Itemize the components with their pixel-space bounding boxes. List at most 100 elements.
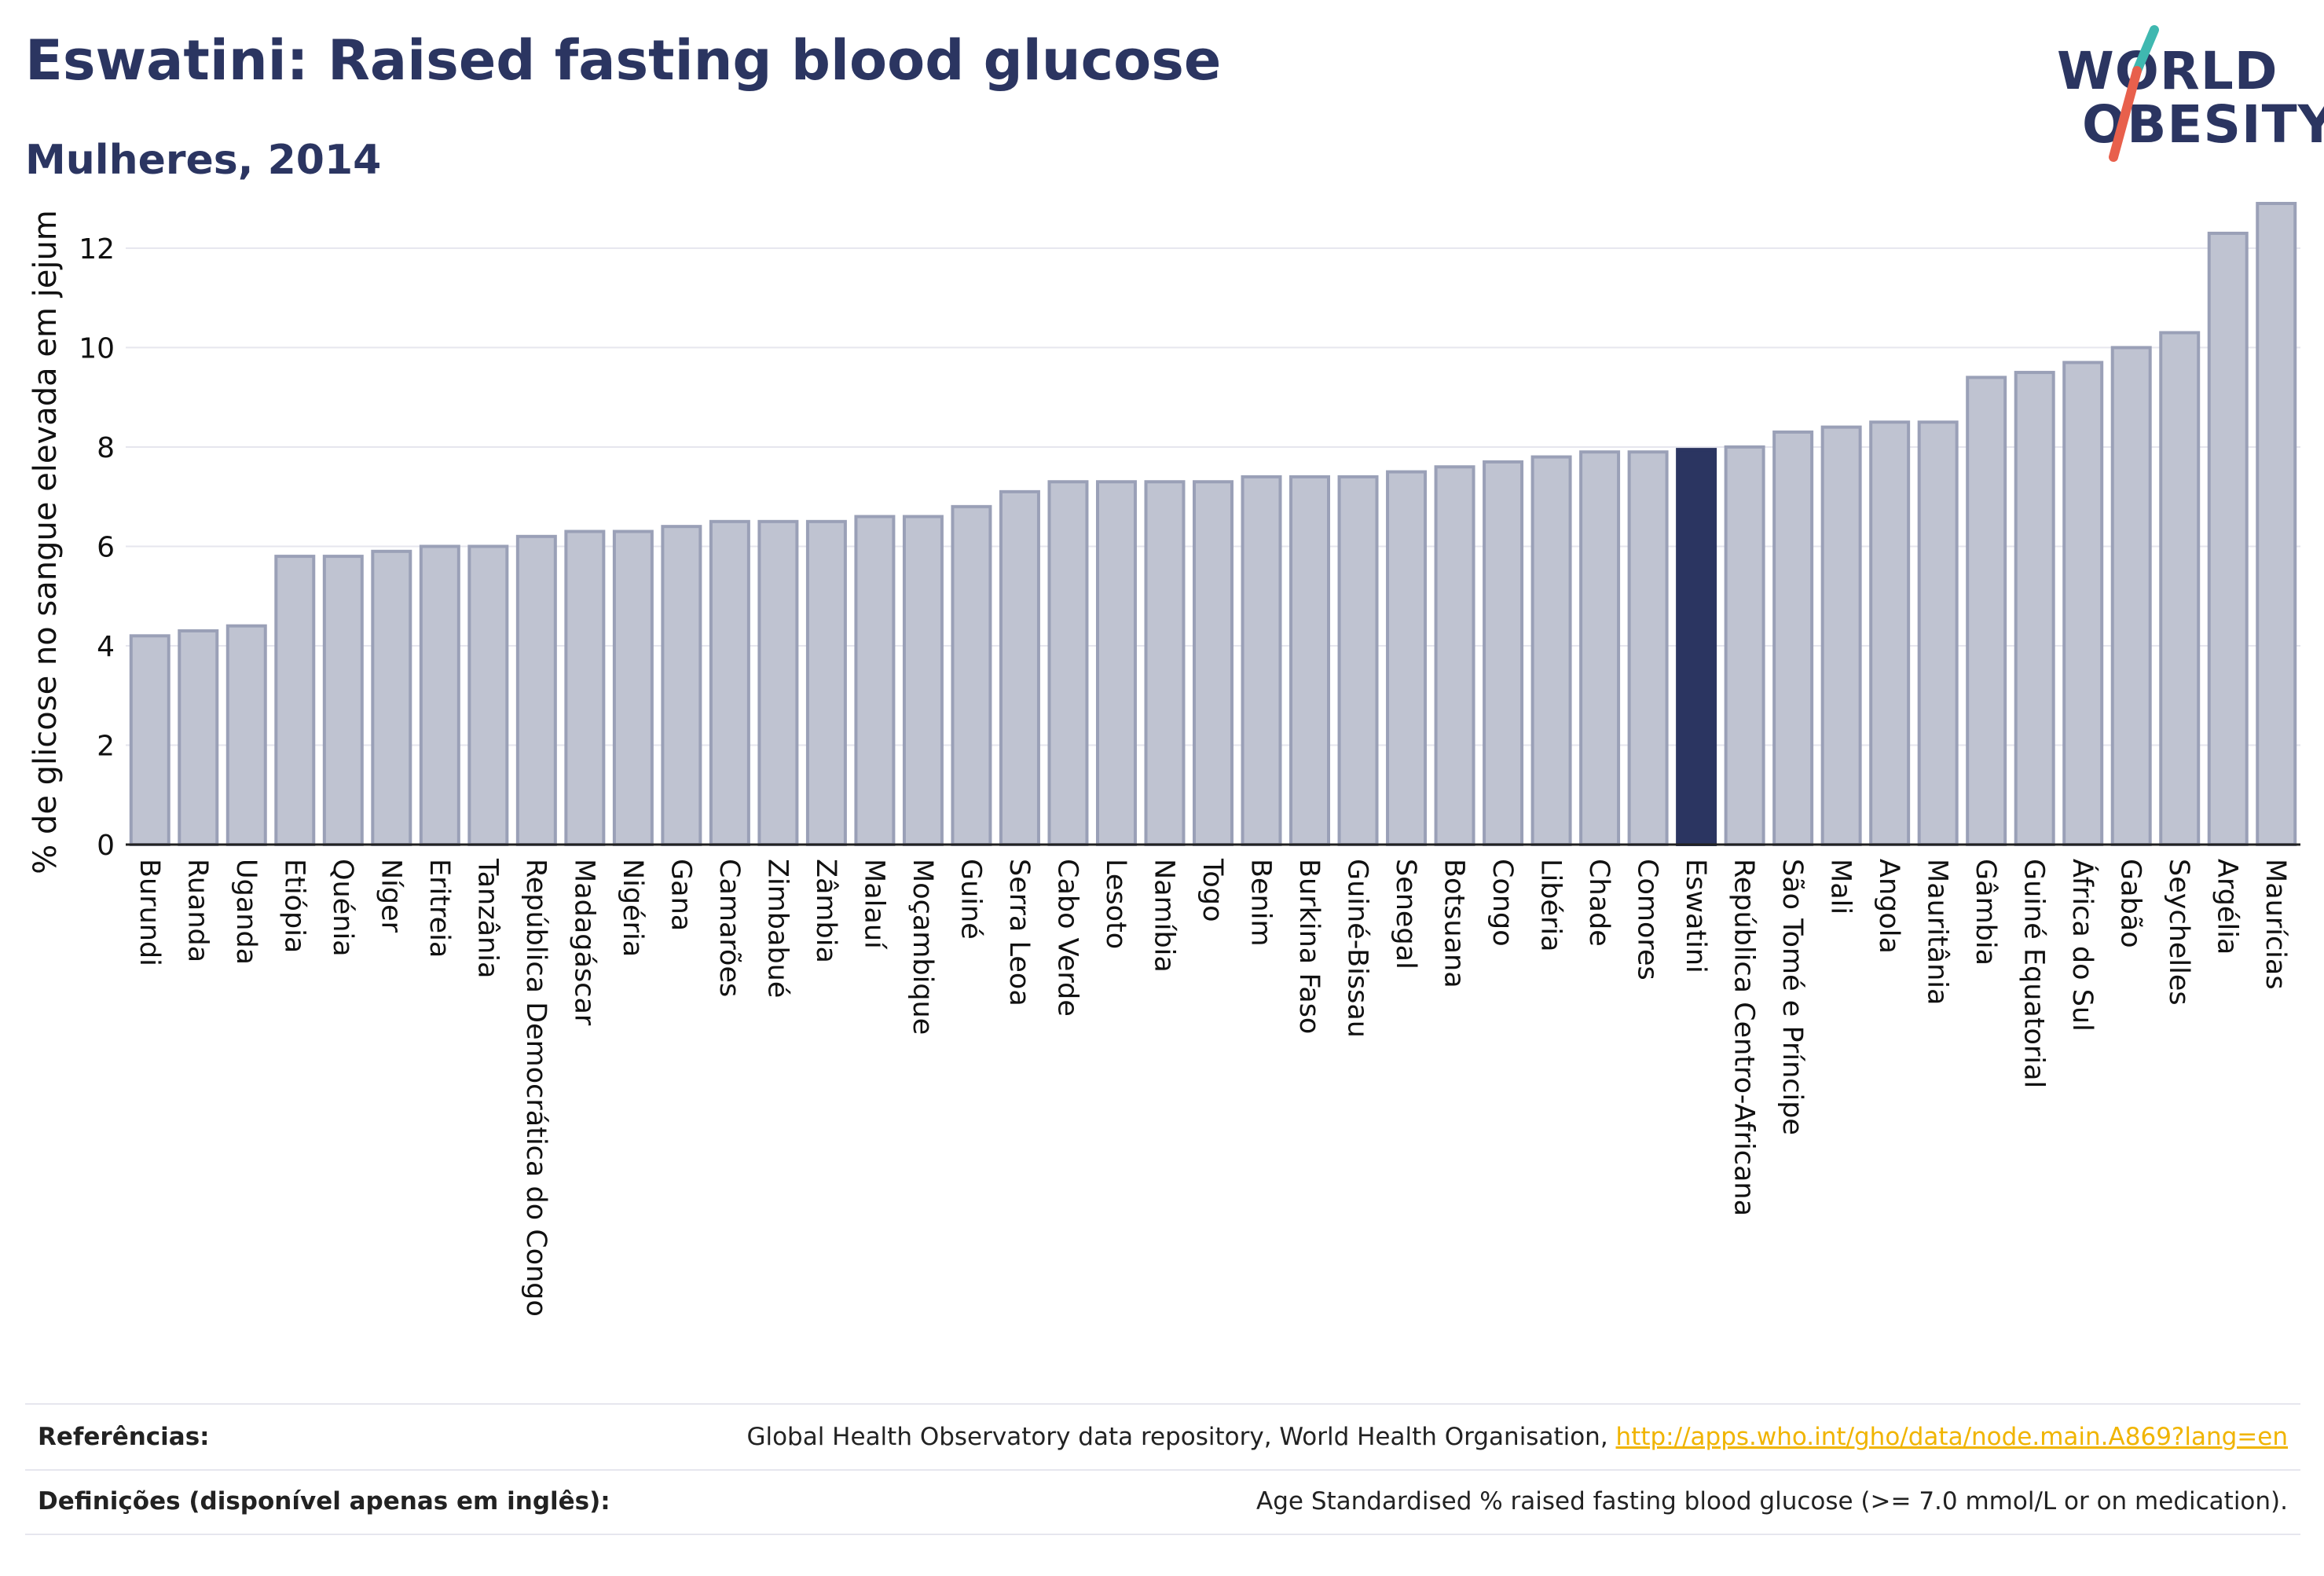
x-tick-label: Gana xyxy=(665,859,696,931)
bar xyxy=(1724,445,1765,846)
bar xyxy=(902,515,944,846)
bar xyxy=(1095,480,1137,846)
x-tick-label: Chade xyxy=(1583,859,1615,947)
bar xyxy=(951,504,992,846)
references-value: Global Health Observatory data repositor… xyxy=(746,1423,2300,1451)
bar xyxy=(1337,475,1379,846)
bar xyxy=(1869,420,1911,846)
bar xyxy=(1530,455,1572,846)
x-tick-label: Uganda xyxy=(230,859,262,965)
bar xyxy=(274,555,316,846)
x-tick-label: Ruanda xyxy=(181,859,213,962)
x-tick-label: Zimbabué xyxy=(761,859,793,998)
definitions-text: Age Standardised % raised fasting blood … xyxy=(1256,1487,2288,1516)
x-tick-label: Seychelles xyxy=(2163,859,2194,1006)
bar xyxy=(1820,425,1862,846)
x-tick-label: Madagáscar xyxy=(568,859,599,1026)
x-tick-label: Congo xyxy=(1486,859,1518,947)
x-tick-label: Etiópia xyxy=(278,859,310,953)
chart-subtitle: Mulheres, 2014 xyxy=(25,137,382,184)
bar xyxy=(467,544,509,846)
bar xyxy=(1193,480,1233,846)
bar xyxy=(129,634,170,846)
x-tick-label: Botsuana xyxy=(1439,859,1470,988)
bar xyxy=(2207,231,2249,846)
x-tick-label: Benim xyxy=(1245,859,1277,947)
y-tick-label: 0 xyxy=(97,830,115,862)
bar xyxy=(225,624,267,847)
x-tick-label: Senegal xyxy=(1390,859,1421,969)
bar xyxy=(854,515,896,846)
bar xyxy=(1386,470,1428,846)
references-text: Global Health Observatory data repositor… xyxy=(746,1423,1616,1451)
x-tick-label: Togo xyxy=(1197,858,1228,922)
x-tick-label: República Democrática do Congo xyxy=(520,859,552,1317)
bar-highlight xyxy=(1676,448,1717,846)
x-tick-label: Libéria xyxy=(1535,859,1567,952)
bar xyxy=(1627,450,1669,846)
bar xyxy=(322,555,364,846)
bar xyxy=(2256,201,2297,846)
bar xyxy=(2062,361,2104,847)
bar xyxy=(178,629,219,846)
bar xyxy=(1241,475,1282,846)
x-tick-label: Gabão xyxy=(2115,859,2146,948)
bar xyxy=(1047,480,1089,846)
bar xyxy=(1917,420,1959,846)
references-row: Referências: Global Health Observatory d… xyxy=(25,1403,2300,1471)
x-tick-label: Gâmbia xyxy=(1970,859,2001,966)
x-tick-label: Cabo Verde xyxy=(1051,859,1083,1017)
bar xyxy=(564,530,606,846)
x-tick-label: Namíbia xyxy=(1148,859,1179,973)
x-tick-label: Argélia xyxy=(2212,859,2243,955)
references-label: Referências: xyxy=(38,1423,210,1451)
x-tick-label: Malauí xyxy=(858,859,889,950)
x-tick-label: Serra Leoa xyxy=(1003,859,1035,1006)
x-tick-label: Moçambique xyxy=(907,859,938,1035)
x-tick-label: Quénia xyxy=(327,859,358,957)
x-tick-label: Burkina Faso xyxy=(1293,859,1325,1034)
bar xyxy=(1772,430,1814,847)
bar xyxy=(757,519,799,846)
x-tick-label: Nigéria xyxy=(617,859,648,957)
x-tick-label: Angola xyxy=(1873,859,1904,954)
bar xyxy=(661,525,702,846)
bar xyxy=(709,519,750,846)
x-tick-label: Maurícias xyxy=(2260,859,2291,990)
bar xyxy=(1579,450,1621,846)
bar xyxy=(371,549,412,846)
bar xyxy=(1434,465,1475,846)
x-tick-label: Zâmbia xyxy=(810,859,841,963)
references-link[interactable]: http://apps.who.int/gho/data/node.main.A… xyxy=(1615,1423,2288,1451)
bar xyxy=(805,519,847,846)
bar xyxy=(1966,376,2007,846)
x-tick-label: África do Sul xyxy=(2066,859,2099,1032)
bar xyxy=(999,489,1040,846)
bar xyxy=(419,544,460,846)
bar-chart: 0 2 4 6 8 10 12 Burundi Ruanda Uganda Etiópia Quéni… xyxy=(79,201,2300,1317)
definitions-label: Definições (disponível apenas em inglês)… xyxy=(38,1487,610,1516)
logo-slash-icon xyxy=(2109,25,2159,162)
logo-word-1: WORLD xyxy=(2057,41,2278,101)
bar xyxy=(2014,371,2055,846)
x-tick-label: República Centro-Africana xyxy=(1728,859,1760,1216)
x-tick-label: Lesoto xyxy=(1100,859,1131,949)
x-tick-label: Comores xyxy=(1632,859,1663,980)
bar xyxy=(1483,460,1524,846)
y-tick-label: 6 xyxy=(97,531,115,563)
y-tick-label: 12 xyxy=(79,233,115,266)
x-tick-label: Guiné xyxy=(955,859,986,940)
bar xyxy=(612,530,654,846)
x-tick-label: Camarões xyxy=(713,859,745,997)
x-tick-label: Guiné-Bissau xyxy=(1342,859,1373,1038)
y-tick-label: 8 xyxy=(97,432,115,464)
x-tick-label: Níger xyxy=(375,859,406,933)
y-tick-label: 2 xyxy=(97,730,115,762)
bar xyxy=(1289,475,1331,846)
x-tick-label: Eritreia xyxy=(423,859,455,958)
x-tick-label: Mali xyxy=(1825,859,1857,914)
y-tick-label: 10 xyxy=(79,332,115,365)
chart-title: Eswatini: Raised fasting blood glucose xyxy=(25,28,1222,93)
x-tick-label: Burundi xyxy=(134,859,165,966)
y-tick-label: 4 xyxy=(97,631,115,663)
